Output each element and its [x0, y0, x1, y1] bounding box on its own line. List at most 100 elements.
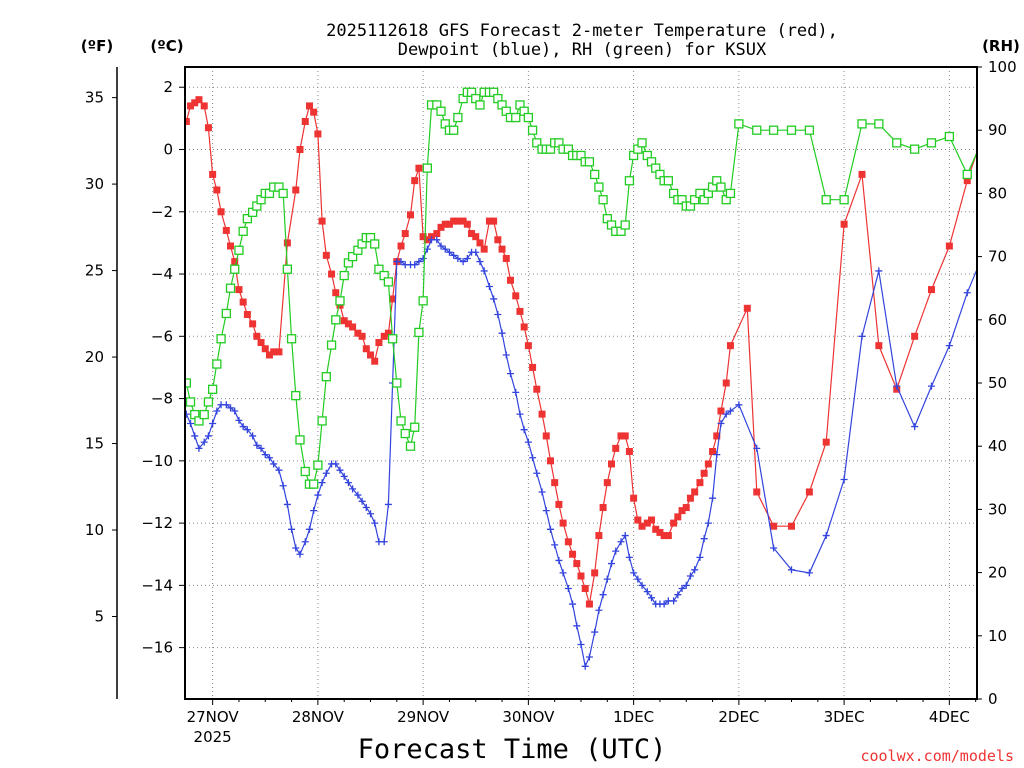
rh-point — [532, 138, 542, 148]
dewpoint-point — [318, 479, 326, 487]
temperature-point — [621, 432, 629, 440]
temperature-point — [275, 348, 283, 356]
temperature-point — [753, 488, 761, 496]
dewpoint-point — [625, 553, 633, 561]
temperature-point — [634, 516, 642, 524]
temperature-point — [200, 102, 208, 110]
x-tick-label: 30NOV — [502, 708, 555, 726]
dewpoint-point — [893, 382, 901, 390]
dewpoint-point — [213, 407, 221, 415]
dewpoint-point — [617, 538, 625, 546]
rh-point — [282, 264, 293, 274]
temperature-point — [643, 519, 651, 527]
dewpoint-point — [621, 532, 629, 540]
temperature-point — [441, 220, 449, 228]
dewpoint-point — [998, 171, 1005, 178]
rh-tick-label: 10 — [988, 627, 1007, 645]
temperature-point — [217, 208, 225, 216]
temperature-point — [239, 298, 247, 306]
dewpoint-point — [231, 407, 239, 415]
rh-point — [185, 378, 191, 388]
chart-title-line-2: Dewpoint (blue), RH (green) for KSUX — [398, 40, 767, 60]
dewpoint-point — [459, 258, 467, 266]
rh-tick-label: 60 — [988, 311, 1007, 329]
rh-point — [752, 125, 762, 135]
temperature-point — [717, 407, 725, 415]
temperature-point — [318, 217, 326, 225]
celsius-tick-label: −8 — [151, 390, 173, 408]
temperature-point — [249, 320, 257, 328]
temperature-point — [301, 117, 309, 125]
rh-point — [449, 125, 459, 135]
dewpoint-point — [415, 258, 423, 266]
temperature-point — [283, 239, 291, 247]
celsius-tick-label: −14 — [141, 576, 173, 594]
temperature-point — [678, 507, 686, 515]
dewpoint-point — [569, 600, 577, 608]
dewpoint-point — [480, 267, 488, 275]
dewpoint-point — [288, 525, 296, 533]
rh-tick-label: 70 — [988, 248, 1007, 266]
celsius-tick-label: −12 — [141, 514, 173, 532]
rh-point — [383, 277, 394, 287]
temperature-point — [322, 251, 330, 259]
temperature-point — [516, 307, 524, 315]
dewpoint-point — [529, 454, 537, 462]
temperature-point — [468, 230, 476, 238]
dewpoint-point — [512, 388, 520, 396]
rh-tick-label: 40 — [988, 437, 1007, 455]
temperature-point — [222, 226, 230, 234]
temperature-point — [349, 323, 357, 331]
temperature-point — [195, 96, 203, 104]
temperature-point — [1016, 218, 1023, 225]
temperature-point — [235, 286, 243, 294]
temperature-point — [231, 258, 239, 266]
temperature-point — [253, 332, 261, 340]
series-layer — [185, 69, 1024, 670]
rh-tick-label: 50 — [988, 374, 1007, 392]
temperature-point — [670, 519, 678, 527]
rh-tick-label: 0 — [988, 690, 998, 708]
temperature-point — [187, 102, 195, 110]
fahrenheit-tick-label: 5 — [94, 607, 104, 625]
temperature-point — [569, 550, 577, 558]
dewpoint-point — [753, 444, 761, 452]
rh-point — [422, 163, 432, 173]
rh-point — [317, 416, 327, 426]
dewpoint-point — [612, 547, 620, 555]
temperature-point — [625, 447, 633, 455]
temperature-point — [445, 220, 453, 228]
rh-point — [400, 428, 410, 439]
dewpoint-point — [419, 254, 427, 262]
dewpoint-point — [227, 404, 235, 412]
dewpoint-point — [670, 597, 678, 605]
temperature-point — [185, 117, 190, 125]
temperature-point — [875, 342, 883, 350]
dewpoint-point — [314, 491, 322, 499]
rh-point — [768, 125, 779, 135]
rh-point — [278, 188, 288, 199]
dewpoint-point — [249, 432, 257, 440]
temperature-point — [564, 538, 572, 546]
rh-point — [716, 182, 726, 192]
credit-label: coolwx.com/models — [860, 747, 1014, 765]
temperature-point — [559, 519, 567, 527]
dewpoint-point — [564, 584, 572, 592]
temperature-point — [577, 572, 585, 580]
temperature-point — [270, 348, 278, 356]
rh-point — [300, 466, 310, 477]
rh-point — [199, 409, 209, 420]
dewpoint-point — [717, 419, 725, 427]
rh-point — [892, 138, 902, 148]
x-tick-label: 4DEC — [929, 708, 970, 726]
temperature-point — [397, 242, 405, 250]
temperature-point — [533, 385, 541, 393]
rh-point — [1016, 69, 1024, 77]
celsius-tick-label: −16 — [141, 639, 173, 657]
dewpoint-point — [603, 575, 611, 583]
dewpoint-point — [332, 460, 340, 468]
temperature-point — [691, 488, 699, 496]
temperature-point — [480, 245, 488, 253]
rh-point — [185, 397, 196, 407]
temperature-point — [686, 494, 694, 502]
